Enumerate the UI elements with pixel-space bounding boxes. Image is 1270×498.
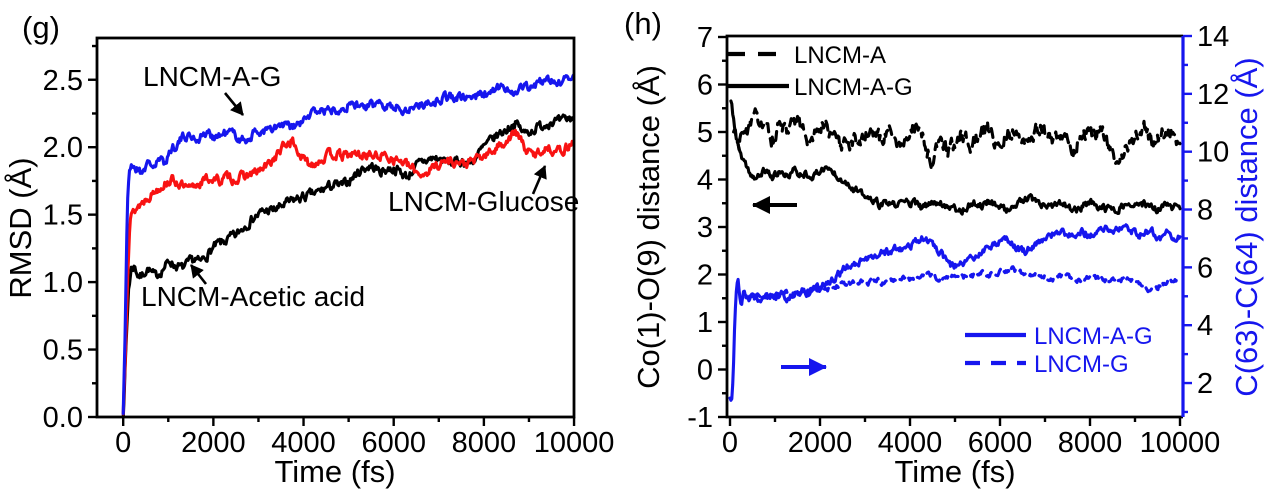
series-lncm-g-dashed <box>744 265 1182 301</box>
legend-left-axis: LNCM-A LNCM-A-G <box>727 42 913 101</box>
legend-label-lncm-a-g-black: LNCM-A-G <box>794 74 913 101</box>
right-y-tick-label: 2 <box>1197 368 1213 400</box>
annotation-lncm-glucose: LNCM-Glucose <box>388 186 579 217</box>
left-y-tick-label: 1 <box>697 307 713 339</box>
left-y-tick-label: 2 <box>697 260 713 292</box>
annotation-lncm-a-g: LNCM-A-G <box>143 61 281 92</box>
data-curves <box>728 99 1182 402</box>
left-y-tick-label: 1.5 <box>43 200 83 232</box>
left-y-tick-label: -1 <box>687 402 713 434</box>
right-y-tick-label: 4 <box>1197 310 1213 342</box>
panel-h-plot-area: 0 2000 4000 6000 8000 10000-10123456724681012… <box>687 21 1229 459</box>
x-tick-label: 6000 <box>968 427 1033 459</box>
left-y-tick-label: 3 <box>697 212 713 244</box>
left-y-tick-label: 1.0 <box>43 267 83 299</box>
left-y-tick-label: 0.5 <box>43 335 83 367</box>
left-y-tick-label: 7 <box>697 22 713 54</box>
x-tick-label: 8000 <box>1058 427 1123 459</box>
annotation-arrow-lncm-glucose <box>531 165 547 195</box>
series-lncm-a-g-solid <box>121 72 574 416</box>
plot-frame-black <box>725 34 1183 419</box>
series-lncm-a-g-solid <box>728 223 1182 402</box>
left-y-tick-label: 4 <box>697 165 713 197</box>
panel-g-y-axis-title: RMSD (Å) <box>3 157 38 298</box>
x-tick-label: 10000 <box>1140 427 1221 459</box>
right-y-tick-label: 10 <box>1197 137 1229 169</box>
series-lncm-glucose-solid <box>121 128 574 416</box>
x-tick-label: 6000 <box>361 427 426 459</box>
right-y-tick-label: 6 <box>1197 252 1213 284</box>
plot-frame <box>95 36 576 419</box>
panel-h-left-axis-title: Co(1)-O(9) distance (Å) <box>631 65 666 389</box>
axis-ticks: 0 2000 4000 6000 8000 10000 0.0 0.5 1.0 1.5 2.0 2.5 <box>43 44 615 459</box>
data-curves <box>121 72 574 418</box>
left-y-tick-label: 5 <box>697 117 713 149</box>
series-lncm-acetic-acid-solid <box>121 113 574 418</box>
right-y-tick-label: 14 <box>1197 21 1229 53</box>
x-tick-label: 2000 <box>788 427 853 459</box>
x-tick-label: 4000 <box>271 427 336 459</box>
panel-g-label: (g) <box>22 10 60 45</box>
left-y-tick-label: 0 <box>697 355 713 387</box>
x-tick-label: 8000 <box>452 427 517 459</box>
series-lncm-a-dashed <box>732 107 1182 172</box>
axis-ticks: 0 2000 4000 6000 8000 10000-10123456724681012… <box>687 21 1229 459</box>
legend-right-axis: LNCM-A-G LNCM-G <box>965 323 1153 378</box>
panel-h-x-axis-title: Time (fs) <box>894 454 1015 489</box>
x-tick-label: 2000 <box>181 427 246 459</box>
legend-label-lncm-a: LNCM-A <box>794 42 886 69</box>
x-tick-label: 10000 <box>534 427 615 459</box>
x-tick-label: 4000 <box>878 427 943 459</box>
x-tick-label: 0 <box>115 427 131 459</box>
left-y-tick-label: 0.0 <box>43 402 83 434</box>
panel-g-plot-area: 0 2000 4000 6000 8000 10000 0.0 0.5 1.0 1.5 2.0 2.5 <box>43 36 615 459</box>
left-y-tick-label: 2.5 <box>43 65 83 97</box>
legend-label-lncm-g: LNCM-G <box>1034 351 1129 378</box>
left-y-tick-label: 2.0 <box>43 132 83 164</box>
panel-h-label: (h) <box>624 6 662 41</box>
series-lncm-a-g-solid <box>729 99 1182 216</box>
x-tick-label: 0 <box>722 427 738 459</box>
panel-h-right-axis-title: C(63)-C(64) distance (Å) <box>1229 57 1264 396</box>
annotation-arrow-lncm-a-g <box>223 92 245 116</box>
right-y-tick-label: 8 <box>1197 195 1213 227</box>
axis-frame <box>725 34 1185 419</box>
left-y-tick-label: 6 <box>697 70 713 102</box>
axis-frame <box>95 36 576 419</box>
panel-g-x-axis-title: Time (fs) <box>274 454 395 489</box>
right-y-tick-label: 12 <box>1197 79 1229 111</box>
annotation-lncm-acetic-acid: LNCM-Acetic acid <box>141 281 365 312</box>
annotation-arrow-lncm-acetic-acid <box>189 264 208 285</box>
legend-label-lncm-a-g-blue: LNCM-A-G <box>1034 323 1153 350</box>
